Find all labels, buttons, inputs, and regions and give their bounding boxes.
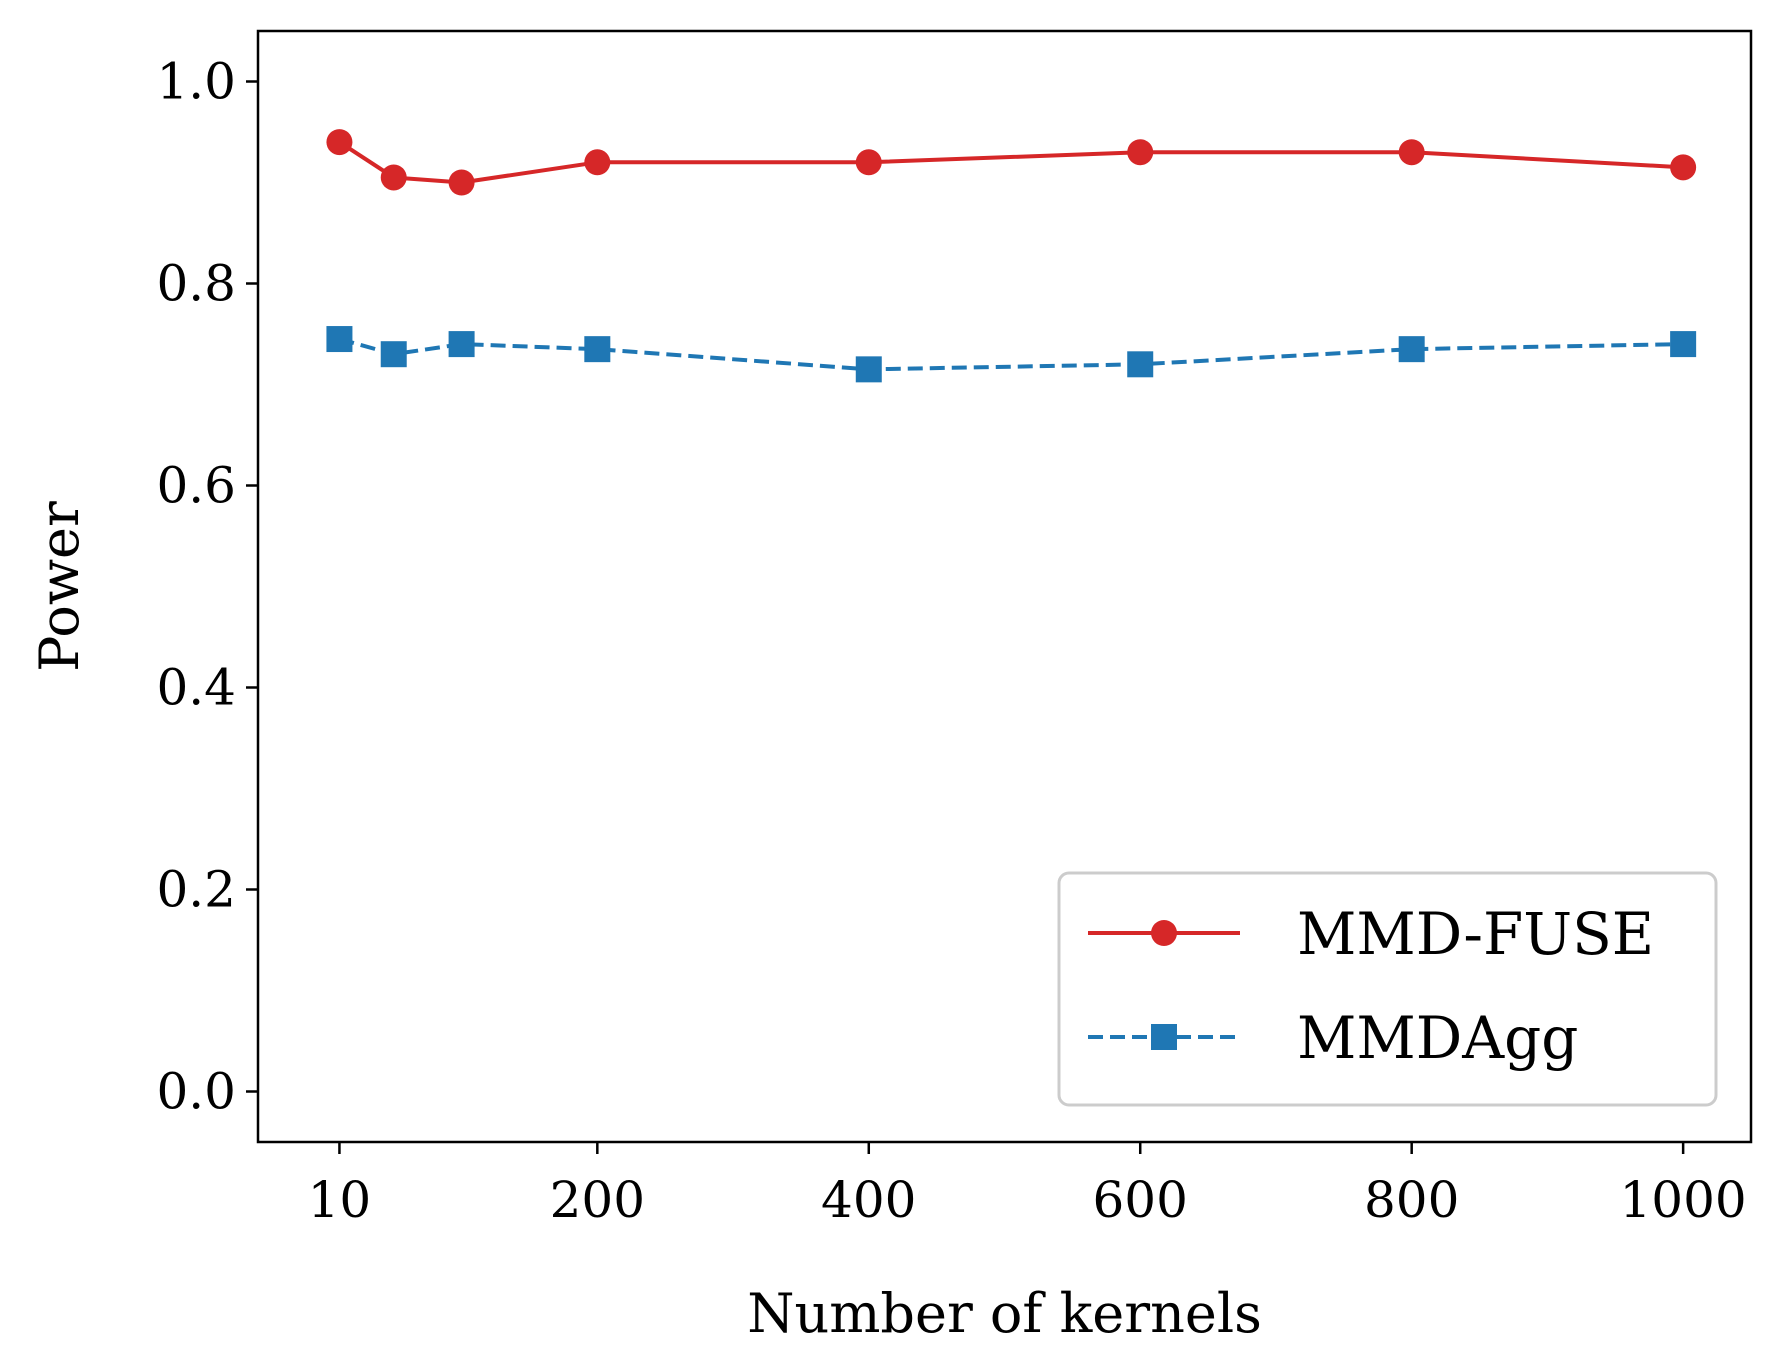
legend: MMD-FUSE MMDAgg (1057, 871, 1718, 1107)
data-point (1398, 139, 1425, 166)
legend-label: MMDAgg (1297, 1004, 1578, 1072)
x-axis-label: Number of kernels (747, 1282, 1262, 1345)
y-tick-label: 0.2 (156, 861, 236, 919)
legend-label: MMD-FUSE (1297, 900, 1654, 968)
y-tick-label: 0.6 (156, 457, 236, 515)
series-mmdagg (326, 326, 1697, 383)
x-tick-label: 600 (1093, 1171, 1188, 1229)
x-tick-label: 10 (308, 1171, 372, 1229)
data-point (326, 326, 353, 353)
y-tick-label: 0.4 (156, 659, 236, 717)
x-tick-label: 200 (550, 1171, 645, 1229)
data-point (1127, 351, 1154, 378)
data-point (1670, 331, 1697, 358)
data-point (326, 129, 353, 156)
data-point (1151, 1024, 1177, 1050)
series-mmd-fuse (326, 129, 1697, 196)
y-tick-label: 0.8 (156, 255, 236, 313)
data-point (855, 149, 882, 176)
x-axis: 10 200 400 600 800 1000 (308, 1142, 1747, 1229)
data-point (584, 336, 611, 363)
y-axis-label: Power (28, 501, 91, 672)
data-point (1398, 336, 1425, 363)
data-point (584, 149, 611, 176)
y-tick-label: 1.0 (156, 53, 236, 111)
x-tick-label: 800 (1364, 1171, 1459, 1229)
data-point (380, 341, 407, 368)
data-point (1127, 139, 1154, 166)
y-axis: 0.0 0.2 0.4 0.6 0.8 1.0 (156, 53, 258, 1121)
y-tick-label: 0.0 (156, 1063, 236, 1121)
data-point (448, 169, 475, 196)
x-tick-label: 400 (821, 1171, 916, 1229)
series-layer (326, 129, 1697, 383)
data-point (380, 164, 407, 191)
data-point (1670, 154, 1697, 181)
data-point (448, 331, 475, 358)
data-point (855, 356, 882, 383)
plot-frame (256, 29, 1753, 1144)
data-point (1151, 920, 1177, 946)
x-tick-label: 1000 (1620, 1171, 1747, 1229)
